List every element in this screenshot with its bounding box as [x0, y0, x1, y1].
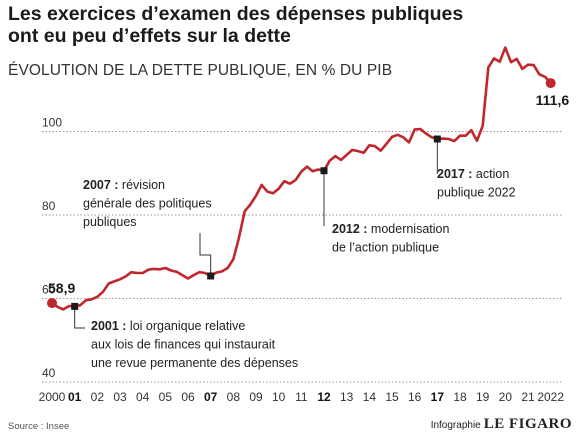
- x-tick-label-16: 16: [408, 390, 422, 404]
- le-figaro-logo: LE FIGARO: [483, 416, 572, 432]
- x-tick-label-12: 12: [317, 390, 331, 404]
- x-tick-label-10: 10: [272, 390, 286, 404]
- annotation-line-2017-1: publique 2022: [437, 186, 516, 200]
- x-tick-label-13: 13: [340, 390, 354, 404]
- annotation-2007: 2007 : révision générale des politiques pu…: [83, 178, 212, 229]
- annotation-line-2007-1: générale des politiques: [83, 197, 212, 211]
- marker-2007: [207, 272, 215, 280]
- x-tick-label-15: 15: [385, 390, 399, 404]
- x-tick-label-2000: 2000: [39, 390, 66, 404]
- marker-2012: [320, 167, 328, 175]
- annotation-line-2007-0: révision: [122, 178, 165, 192]
- chart-title: Les exercices d’examen des dépenses publ…: [8, 3, 578, 47]
- start-value-label: 58,9: [48, 280, 75, 296]
- x-tick-label-01: 01: [68, 390, 82, 404]
- annotation-line-2017-0: action: [476, 167, 509, 181]
- y-tick-label-100: 100: [42, 116, 62, 130]
- chart-subtitle: ÉVOLUTION DE LA DETTE PUBLIQUE, EN % DU …: [8, 62, 393, 79]
- annotation-2012: 2012 : modernisation de l’action publique: [332, 222, 449, 255]
- x-tick-label-07: 07: [204, 390, 218, 404]
- marker-2001: [71, 302, 79, 310]
- y-tick-label-60: 60: [42, 283, 56, 297]
- y-tick-label-40: 40: [42, 366, 56, 380]
- title-line-1: Les exercices d’examen des dépenses publ…: [8, 3, 464, 25]
- marker-2017: [433, 135, 441, 143]
- annotation-2001: 2001 : loi organique relative aux lois de…: [91, 319, 298, 370]
- x-tick-label-11: 11: [295, 390, 308, 404]
- title-line-2: ont eu peu d’effets sur la dette: [8, 25, 291, 47]
- x-tick-label-20: 20: [499, 390, 513, 404]
- x-tick-label-09: 09: [249, 390, 263, 404]
- credit-prefix: Infographie: [430, 420, 481, 431]
- annotation-leader-2001: [74, 306, 85, 329]
- source-note: Source : Insee: [8, 421, 70, 432]
- x-tick-label-18: 18: [453, 390, 467, 404]
- y-tick-label-80: 80: [42, 199, 56, 213]
- x-tick-label-06: 06: [181, 390, 195, 404]
- x-tick-label-17: 17: [431, 390, 445, 404]
- annotation-year-2017: 2017 :: [437, 167, 476, 181]
- end-value-label: 111,6: [536, 92, 570, 108]
- x-tick-label-02: 02: [91, 390, 105, 404]
- annotation-leader-2007: [199, 233, 212, 276]
- debt-series-line: [50, 46, 553, 311]
- annotation-line-2001-2: une revue permanente des dépenses: [91, 356, 298, 370]
- x-tick-label-14: 14: [363, 390, 377, 404]
- x-tick-label-21: 21: [521, 390, 535, 404]
- annotation-2017: 2017 : action publique 2022: [437, 167, 516, 200]
- x-tick-label-19: 19: [476, 390, 490, 404]
- end-point-dot: [545, 78, 556, 89]
- x-tick-label-2022: 2022: [537, 390, 564, 404]
- annotation-year-2012: 2012 :: [332, 222, 371, 236]
- x-tick-label-08: 08: [227, 390, 241, 404]
- x-tick-label-05: 05: [159, 390, 173, 404]
- annotation-line-2001-0: loi organique relative: [130, 319, 245, 333]
- start-point-dot: [47, 298, 57, 309]
- x-tick-label-03: 03: [113, 390, 127, 404]
- annotation-line-2012-0: modernisation: [371, 222, 450, 236]
- annotation-line-2007-2: publiques: [83, 215, 137, 229]
- annotation-year-2007: 2007 :: [83, 178, 122, 192]
- annotation-line-2012-1: de l’action publique: [332, 241, 439, 255]
- annotation-year-2001: 2001 :: [91, 319, 130, 333]
- x-tick-label-04: 04: [136, 390, 150, 404]
- annotation-line-2001-1: aux lois de finances qui instaurait: [91, 338, 276, 352]
- credit: Infographie LE FIGARO: [431, 416, 572, 433]
